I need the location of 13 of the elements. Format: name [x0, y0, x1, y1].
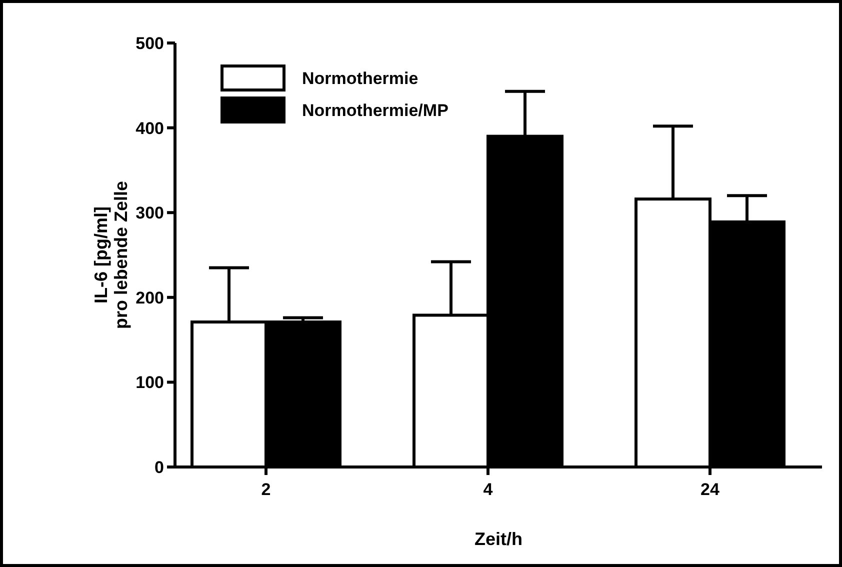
x-tick-label: 24 [700, 480, 720, 499]
y-tick-label: 100 [136, 373, 164, 392]
x-tick-label: 4 [483, 480, 494, 499]
x-tick-label: 2 [261, 480, 271, 499]
legend-label: Normothermie/MP [302, 100, 448, 120]
y-tick-label: 0 [154, 458, 164, 477]
x-axis-title: Zeit/h [474, 529, 522, 549]
y-axis-title: IL-6 [pg/ml] pro lebende Zelle [91, 180, 131, 330]
y-tick-label: 300 [136, 204, 164, 223]
y-tick-label: 400 [136, 118, 164, 138]
y-tick-label: 200 [136, 288, 164, 308]
legend-label: Normothermie [302, 68, 418, 88]
y-tick-label: 500 [136, 34, 164, 53]
